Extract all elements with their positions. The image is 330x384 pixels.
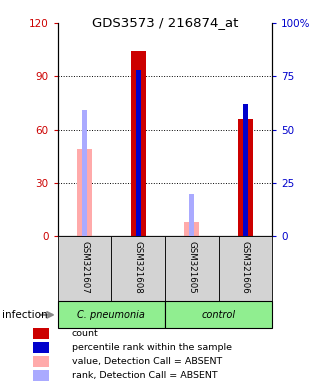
Bar: [33, 370, 50, 381]
Bar: [33, 356, 50, 367]
Bar: [136, 70, 141, 236]
Text: infection: infection: [2, 310, 47, 320]
Bar: [243, 104, 248, 236]
Text: GSM321608: GSM321608: [134, 241, 143, 294]
Text: GSM321607: GSM321607: [80, 241, 89, 294]
Bar: [184, 222, 199, 236]
FancyBboxPatch shape: [165, 301, 272, 328]
FancyBboxPatch shape: [112, 236, 165, 301]
Text: rank, Detection Call = ABSENT: rank, Detection Call = ABSENT: [72, 371, 217, 380]
Text: control: control: [202, 310, 236, 320]
Bar: [33, 342, 50, 353]
Bar: [189, 194, 194, 236]
Text: C. pneumonia: C. pneumonia: [78, 310, 145, 320]
Text: GSM321606: GSM321606: [241, 241, 250, 294]
Text: count: count: [72, 329, 98, 338]
Text: value, Detection Call = ABSENT: value, Detection Call = ABSENT: [72, 357, 222, 366]
Bar: [77, 149, 92, 236]
FancyBboxPatch shape: [165, 236, 218, 301]
FancyBboxPatch shape: [218, 236, 272, 301]
Bar: [238, 119, 253, 236]
FancyBboxPatch shape: [58, 236, 112, 301]
Text: GDS3573 / 216874_at: GDS3573 / 216874_at: [92, 16, 238, 29]
Bar: [33, 328, 50, 339]
Text: GSM321605: GSM321605: [187, 241, 196, 294]
FancyBboxPatch shape: [58, 301, 165, 328]
Text: percentile rank within the sample: percentile rank within the sample: [72, 343, 232, 352]
Bar: [82, 111, 87, 236]
Bar: [131, 51, 146, 236]
